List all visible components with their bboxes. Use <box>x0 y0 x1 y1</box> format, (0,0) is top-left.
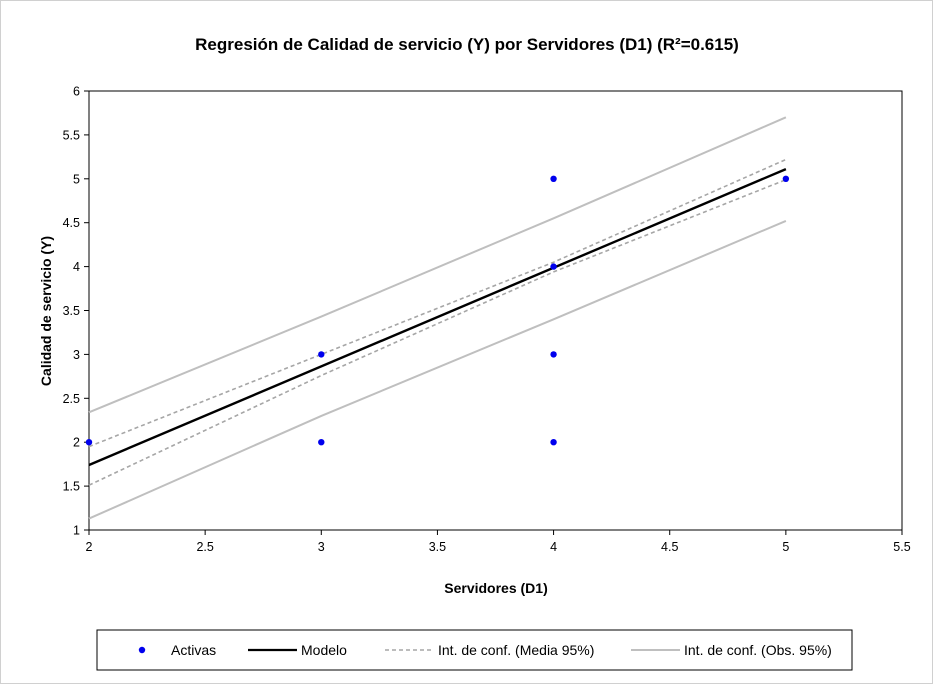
data-point <box>550 263 557 270</box>
y-tick-label: 3.5 <box>63 304 80 318</box>
y-tick-label: 5 <box>73 172 80 186</box>
legend-item-modelo: Modelo <box>248 642 347 658</box>
legend: Activas Modelo Int. de conf. (Media 95%)… <box>96 629 853 671</box>
legend-item-obs: Int. de conf. (Obs. 95%) <box>631 642 832 658</box>
y-tick-label: 2 <box>73 436 80 450</box>
x-tick-label: 4.5 <box>661 540 678 554</box>
x-tick-label: 3.5 <box>429 540 446 554</box>
x-tick-label: 5.5 <box>893 540 910 554</box>
y-tick-label: 4 <box>73 260 80 274</box>
y-tick-label: 2.5 <box>63 392 80 406</box>
legend-label-obs: Int. de conf. (Obs. 95%) <box>684 642 832 658</box>
y-tick-label: 3 <box>73 348 80 362</box>
y-tick-label: 4.5 <box>63 216 80 230</box>
data-point <box>85 439 93 446</box>
legend-item-activas: Activas <box>138 642 216 658</box>
model-line <box>88 167 787 467</box>
x-tick-label: 3 <box>318 540 325 554</box>
y-tick-label: 5.5 <box>63 128 80 142</box>
data-point <box>550 351 557 358</box>
plot-area: 1 1.5 2 2.5 3 3.5 4 4.5 5 5.5 6 2 2.5 3 3.5 4 4.5 5 5.5 <box>63 85 911 555</box>
data-point <box>318 439 325 446</box>
obs-interval-upper-line <box>88 116 787 414</box>
x-tick-label: 4 <box>550 540 557 554</box>
y-tick-label: 1 <box>73 524 80 538</box>
data-point <box>550 175 557 182</box>
mean-interval-lower-line <box>88 178 787 486</box>
data-point <box>782 175 790 182</box>
y-tick-label: 1.5 <box>63 480 80 494</box>
chart-title: Regresión de Calidad de servicio (Y) por… <box>195 35 739 54</box>
legend-label-modelo: Modelo <box>301 642 347 658</box>
obs-interval-lower-line <box>88 219 787 520</box>
y-tick-label: 6 <box>73 85 80 99</box>
x-axis-title: Servidores (D1) <box>444 580 547 596</box>
y-axis-title: Calidad de servicio (Y) <box>38 236 54 386</box>
x-tick-label: 5 <box>782 540 789 554</box>
legend-box <box>96 629 853 671</box>
data-point <box>550 439 557 446</box>
mean-interval-upper-line <box>88 158 787 448</box>
legend-label-media: Int. de conf. (Media 95%) <box>438 642 594 658</box>
x-tick-label: 2 <box>86 540 93 554</box>
data-point <box>318 351 325 358</box>
legend-marker-activas <box>138 646 146 654</box>
legend-label-activas: Activas <box>171 642 216 658</box>
x-tick-label: 2.5 <box>196 540 213 554</box>
legend-item-media: Int. de conf. (Media 95%) <box>385 642 594 658</box>
